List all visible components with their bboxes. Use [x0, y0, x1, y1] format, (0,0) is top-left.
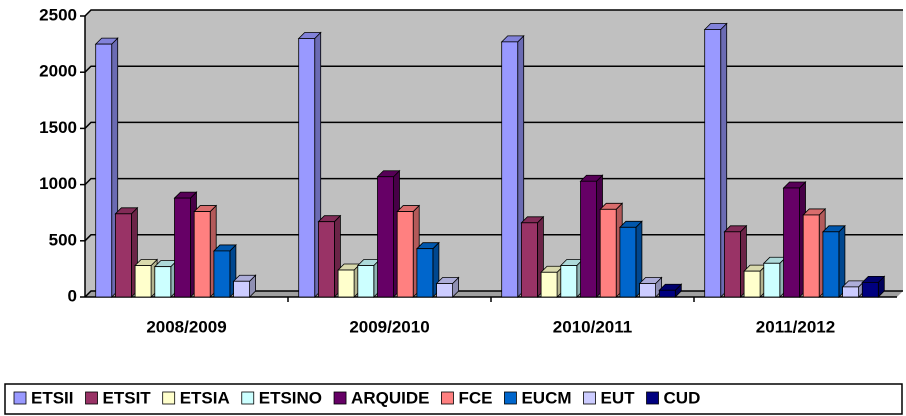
bar: [501, 41, 519, 298]
legend-label: EUT: [601, 388, 636, 407]
x-tick-label: 2011/2012: [756, 317, 835, 336]
bar: [396, 211, 414, 298]
y-tick-label: 2500: [39, 5, 77, 24]
bar: [861, 281, 879, 298]
y-tick-label: 1000: [39, 174, 77, 193]
bar: [317, 221, 335, 298]
bar: [540, 271, 558, 298]
legend-swatch: [13, 391, 27, 405]
bar: [377, 176, 394, 298]
bar: [783, 187, 800, 298]
legend-swatch: [85, 391, 98, 405]
bar: [704, 29, 722, 298]
y-tick-label: 0: [68, 286, 77, 305]
legend-label: CUD: [664, 388, 701, 407]
bar: [822, 231, 840, 298]
bar: [193, 211, 211, 298]
x-tick-label: 2008/2009: [146, 317, 226, 336]
legend-swatch: [583, 391, 596, 405]
bar: [134, 265, 152, 298]
legend-label: FCE: [458, 388, 492, 407]
legend-label: ETSIT: [103, 388, 152, 407]
legend-label: ARQUIDE: [351, 388, 429, 407]
legend-label: ETSIA: [180, 388, 230, 407]
legend-swatch: [504, 391, 517, 405]
grid-line: [84, 65, 903, 73]
bar: [298, 38, 316, 298]
legend-swatch: [333, 391, 347, 405]
floor: [85, 291, 903, 297]
bar: [174, 197, 191, 298]
grid-line: [84, 9, 903, 17]
grid-line: [84, 121, 903, 129]
bar: [436, 283, 454, 298]
legend-swatch: [241, 391, 255, 405]
legend-label: ETSII: [31, 388, 74, 407]
x-tick-label: 2009/2010: [349, 317, 429, 336]
bar: [95, 43, 113, 298]
bar: [580, 180, 597, 298]
bar: [763, 262, 781, 298]
bar: [213, 250, 231, 298]
legend-label: ETSINO: [259, 388, 322, 407]
legend-swatch: [162, 391, 176, 405]
bar: [724, 231, 741, 298]
y-tick-label: 2000: [39, 62, 77, 81]
back-wall: [85, 10, 903, 297]
x-tick-label: 2010/2011: [553, 317, 632, 336]
y-tick-label: 500: [49, 230, 77, 249]
bar: [743, 270, 761, 298]
y-tick-label: 1500: [39, 118, 77, 137]
grid-line: [84, 177, 903, 186]
legend-swatch: [441, 391, 454, 405]
bar: [154, 266, 172, 298]
bar: [560, 265, 578, 298]
bar: [658, 289, 676, 298]
legend-label: EUCM: [521, 388, 571, 407]
bar: [416, 248, 434, 298]
bar: [842, 286, 859, 298]
bar: [521, 222, 538, 298]
bar: [599, 208, 617, 298]
bar: [337, 269, 355, 298]
bar: [233, 280, 251, 298]
bar: [357, 265, 375, 298]
bar: [639, 283, 656, 298]
legend-swatch: [646, 391, 659, 405]
bar: [619, 226, 637, 298]
bar: [802, 214, 820, 298]
bar: [115, 213, 132, 298]
